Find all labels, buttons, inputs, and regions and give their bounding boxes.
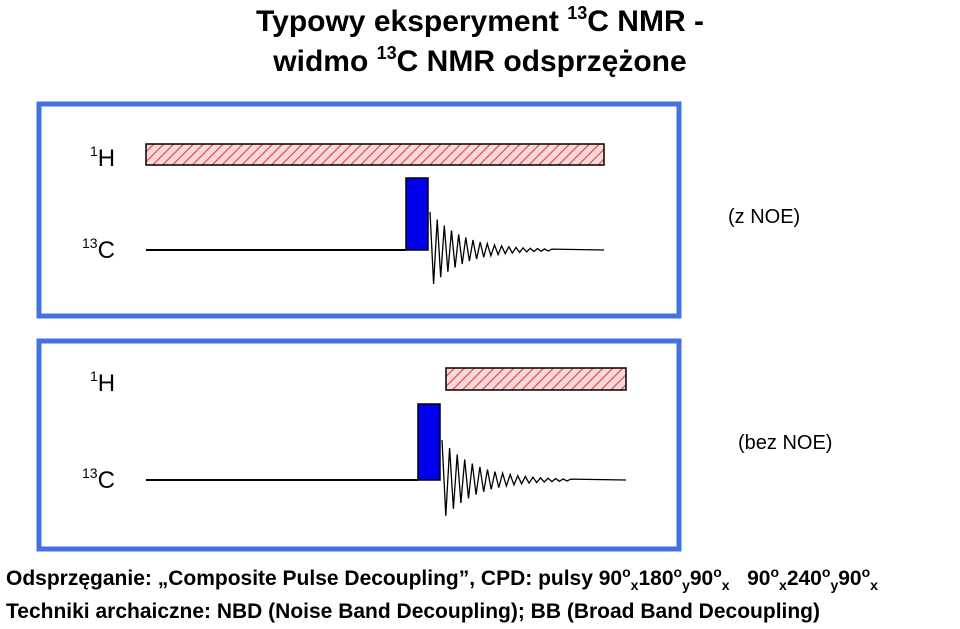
decoupler-bar	[145, 143, 605, 166]
pulse-rect	[417, 403, 441, 481]
c-channel-label: 13C	[82, 465, 115, 494]
panel-frame	[36, 338, 682, 552]
archaic-techniques: Techniki archaiczne: NBD (Noise Band Dec…	[6, 600, 821, 623]
decoupler-bar	[445, 367, 627, 391]
panel-without-noe: 1H 13C (bez NOE)	[36, 338, 832, 552]
title-line-2: widmo 13C NMR odsprzężone	[273, 43, 687, 78]
c-channel-label: 13C	[82, 235, 115, 264]
pulse-rect	[405, 177, 429, 251]
noe-annotation: (bez NOE)	[738, 432, 832, 454]
h-channel-label: 1H	[90, 143, 115, 172]
fid-signal	[429, 211, 605, 285]
cpd-description: Odsprzęganie: „Composite Pulse Decouplin…	[6, 564, 878, 593]
title-line-1: Typowy eksperyment 13C NMR -	[256, 3, 704, 38]
noe-annotation: (z NOE)	[728, 206, 800, 228]
panel-frame	[36, 101, 682, 319]
panel-with-noe: 1H 13C (z NOE)	[36, 101, 800, 319]
fid-signal	[441, 439, 627, 516]
h-channel-label: 1H	[90, 368, 115, 397]
